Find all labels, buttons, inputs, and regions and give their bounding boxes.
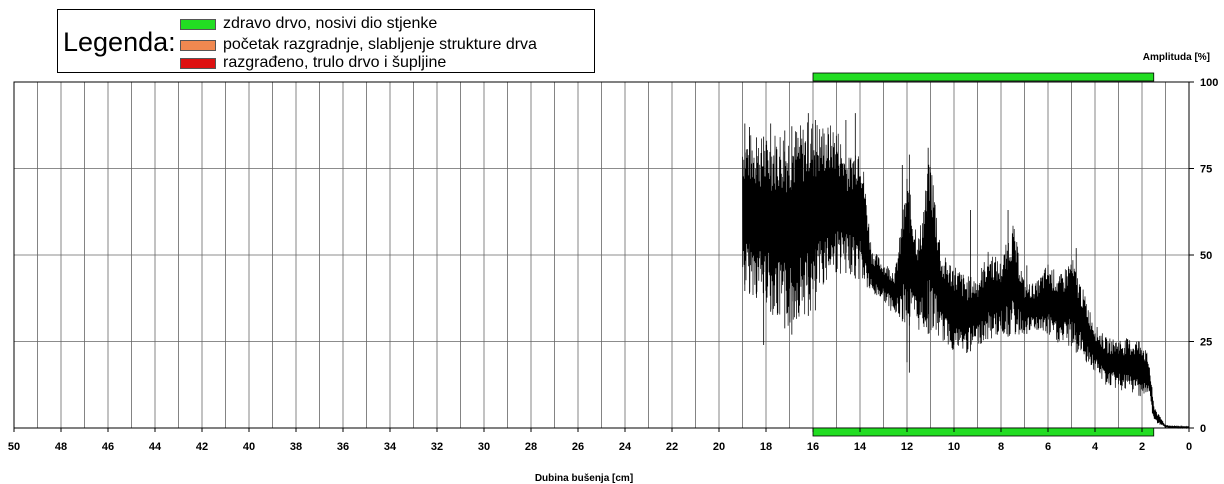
x-tick-label: 42 [196,441,208,453]
legend-swatch-green [180,19,216,30]
x-tick-label: 2 [1139,441,1145,453]
x-tick-label: 6 [1045,441,1051,453]
amplitude-trace [742,122,1190,430]
x-tick-label: 36 [337,441,349,453]
x-tick-label: 0 [1186,441,1192,453]
legend-label: početak razgradnje, slabljenje strukture… [223,36,537,53]
x-tick-label: 16 [807,441,819,453]
x-tick-label: 30 [478,441,490,453]
legend-swatch-red [180,58,216,69]
x-tick-label: 50 [8,441,20,453]
amplitude-series [742,113,1190,430]
condition-bar-bottom [812,427,1155,437]
y-tick-label: 50 [1200,250,1212,262]
grid [13,81,1190,429]
y-tick-label: 25 [1200,337,1212,349]
x-axis-title: Dubina bušenja [cm] [535,473,633,484]
x-tick-label: 26 [572,441,584,453]
x-tick-label: 10 [948,441,960,453]
tick-labels: 50 48 46 44 42 40 38 36 34 32 30 28 26 24 22 20 18 16 14 12… [8,77,1218,453]
x-tick-label: 8 [998,441,1004,453]
x-tick-label: 32 [431,441,443,453]
x-tick-label: 20 [713,441,725,453]
x-tick-label: 28 [525,441,537,453]
x-tick-label: 22 [666,441,678,453]
x-tick-label: 24 [619,441,632,453]
x-tick-label: 14 [854,441,867,453]
legend-swatch-orange [180,40,216,51]
legend: Legenda: zdravo drvo, nosivi dio stjenke… [57,9,595,73]
x-tick-label: 18 [760,441,772,453]
legend-label: zdravo drvo, nosivi dio stjenke [223,15,438,32]
x-tick-label: 4 [1092,441,1099,453]
x-tick-label: 48 [55,441,67,453]
y-axis-title: Amplituda [%] [1143,52,1210,63]
legend-label: razgrađeno, trulo drvo i šupljine [223,54,447,71]
y-tick-label: 0 [1200,423,1206,435]
x-tick-label: 44 [149,441,162,453]
x-tick-label: 46 [102,441,114,453]
x-tick-label: 40 [243,441,255,453]
legend-title: Legenda: [63,27,176,57]
y-tick-label: 75 [1200,164,1212,176]
x-tick-label: 34 [384,441,397,453]
x-tick-label: 12 [901,441,913,453]
x-tick-label: 38 [290,441,302,453]
y-tick-label: 100 [1200,77,1218,89]
condition-bar-top [812,72,1155,82]
